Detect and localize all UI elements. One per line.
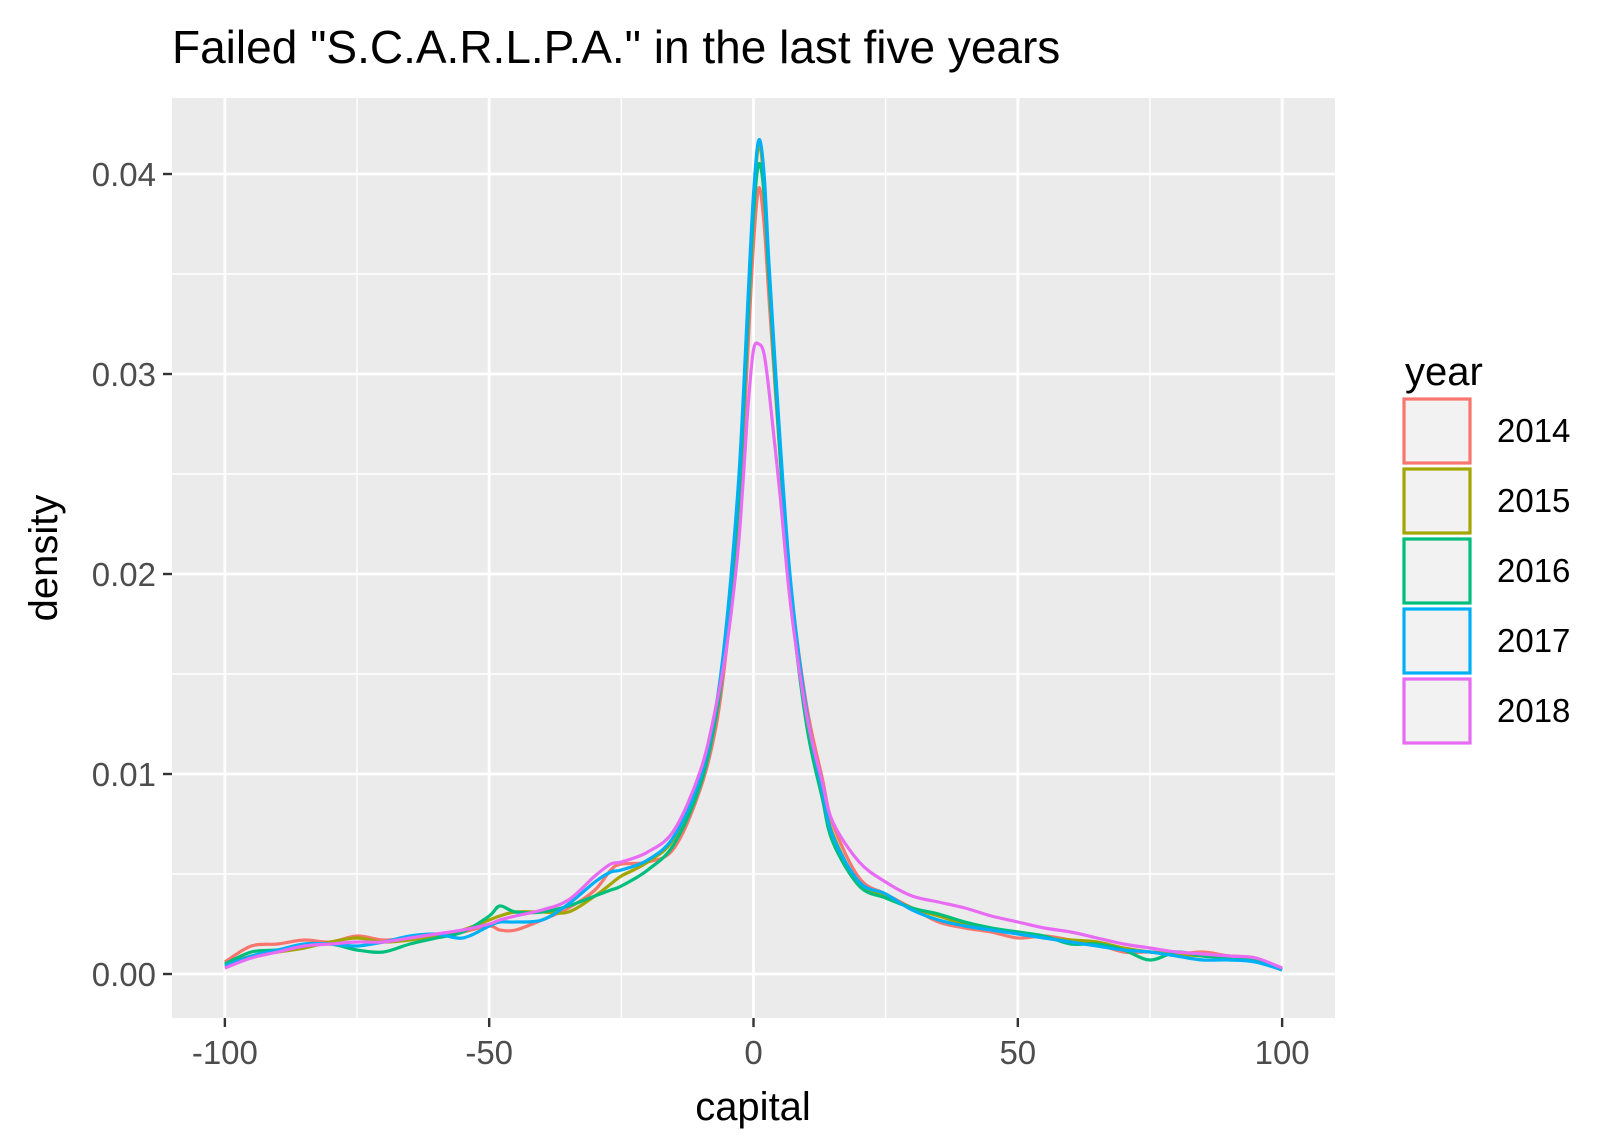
x-tick-label: 50 xyxy=(999,1034,1036,1071)
legend-key-2017 xyxy=(1402,607,1472,675)
legend-key-2016 xyxy=(1402,537,1472,605)
series-line-2018 xyxy=(224,341,1283,970)
grid-lines xyxy=(172,98,1335,1018)
x-axis: -100 -50 0 50 100 xyxy=(192,1018,1310,1071)
legend-title: year xyxy=(1405,350,1483,394)
y-tick-label: 0.04 xyxy=(92,156,156,193)
y-tick-label: 0.01 xyxy=(92,756,156,793)
series-line-2017 xyxy=(224,138,1283,972)
y-axis-title: density xyxy=(22,495,66,622)
legend-label-2015: 2015 xyxy=(1497,482,1570,519)
legend-key-2018 xyxy=(1402,677,1472,745)
series-lines xyxy=(223,138,1283,972)
chart-title: Failed "S.C.A.R.L.P.A." in the last five… xyxy=(172,21,1060,73)
legend: year 2014 2015 2016 2017 2018 xyxy=(1402,350,1570,745)
legend-label-2016: 2016 xyxy=(1497,552,1570,589)
legend-key-2014 xyxy=(1402,397,1472,465)
y-tick-label: 0.00 xyxy=(92,956,156,993)
legend-label-2018: 2018 xyxy=(1497,692,1570,729)
x-axis-title: capital xyxy=(695,1085,811,1129)
x-tick-label: 100 xyxy=(1255,1034,1310,1071)
y-tick-label: 0.03 xyxy=(92,356,156,393)
legend-key-2015 xyxy=(1402,467,1472,535)
legend-label-2014: 2014 xyxy=(1497,412,1570,449)
x-tick-label: 0 xyxy=(744,1034,762,1071)
legend-label-2017: 2017 xyxy=(1497,622,1570,659)
x-tick-label: -100 xyxy=(192,1034,258,1071)
y-axis: 0.00 0.01 0.02 0.03 0.04 xyxy=(92,156,172,993)
x-tick-label: -50 xyxy=(465,1034,513,1071)
y-tick-label: 0.02 xyxy=(92,556,156,593)
